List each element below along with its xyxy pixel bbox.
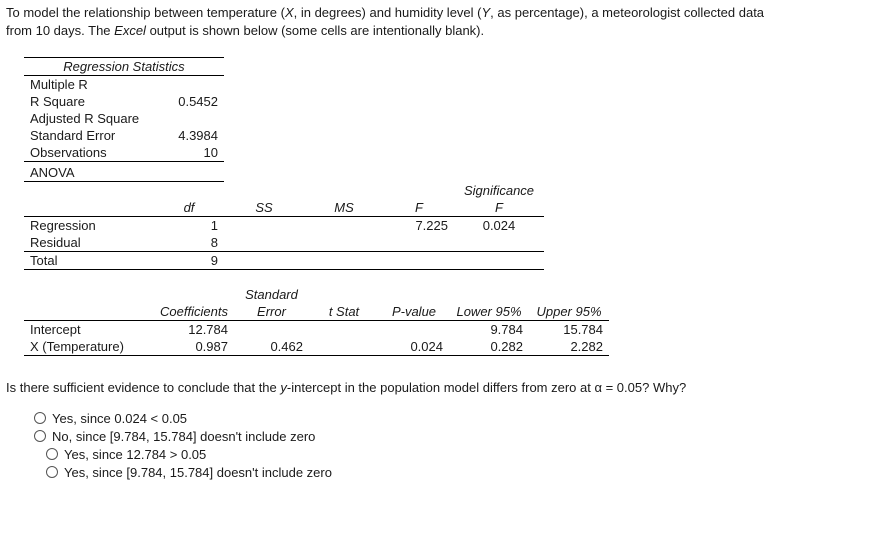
row-label: Residual [24,234,154,252]
col-header: Upper 95% [529,303,609,321]
col-header: Lower 95% [449,303,529,321]
cell: 12.784 [154,320,234,338]
table-row: Intercept 12.784 9.784 15.784 [24,320,609,338]
stat-value: 0.5452 [154,93,224,110]
col-header: F [384,199,454,217]
question-text: Is there sufficient evidence to conclude… [6,380,882,395]
table-row: Standard Error4.3984 [24,127,224,144]
row-label: X (Temperature) [24,338,154,356]
prompt-x: X [285,5,294,20]
cell [309,320,379,338]
anova-title: ANOVA [24,164,154,182]
prompt-text: , as percentage), a meteorologist collec… [490,5,764,20]
stats-title: Regression Statistics [24,58,224,76]
row-label: Total [24,251,154,269]
option-2[interactable]: No, since [9.784, 15.784] doesn't includ… [34,429,882,444]
cell [234,320,309,338]
table-row: X (Temperature) 0.987 0.462 0.024 0.282 … [24,338,609,356]
prompt-text: , in degrees) and humidity level ( [294,5,482,20]
answer-options: Yes, since 0.024 < 0.05 No, since [9.784… [6,411,882,480]
regression-statistics-table: Regression Statistics Multiple R R Squar… [24,57,224,162]
option-4[interactable]: Yes, since [9.784, 15.784] doesn't inclu… [46,465,882,480]
prompt-text: from 10 days. The [6,23,114,38]
option-label: No, since [9.784, 15.784] doesn't includ… [52,429,315,444]
prompt-text: output is shown below (some cells are in… [146,23,484,38]
col-header: F [454,199,544,217]
option-label: Yes, since [9.784, 15.784] doesn't inclu… [64,465,332,480]
cell: 0.282 [449,338,529,356]
cell: 0.024 [454,216,544,234]
col-header: P-value [379,303,449,321]
table-row: Total 9 [24,251,544,269]
option-3[interactable]: Yes, since 12.784 > 0.05 [46,447,882,462]
col-header: Standard [234,286,309,303]
cell: 0.462 [234,338,309,356]
cell [224,216,304,234]
col-header: SS [224,199,304,217]
col-header: MS [304,199,384,217]
table-header-row: df SS MS F F [24,199,544,217]
stat-label: Multiple R [24,76,154,94]
col-header: Error [234,303,309,321]
cell: 0.024 [379,338,449,356]
col-header: Significance [454,182,544,199]
col-header: Coefficients [154,303,234,321]
table-header-row: Significance [24,182,544,199]
prompt-text: To model the relationship between temper… [6,5,285,20]
prompt-y: Y [481,5,490,20]
cell: 0.987 [154,338,234,356]
col-header: df [154,199,224,217]
cell: 2.282 [529,338,609,356]
stat-value: 10 [154,144,224,162]
stat-label: Adjusted R Square [24,110,154,127]
stat-value [154,76,224,94]
radio-icon[interactable] [34,412,46,424]
cell: 9.784 [449,320,529,338]
radio-icon[interactable] [46,466,58,478]
radio-icon[interactable] [34,430,46,442]
stat-value: 4.3984 [154,127,224,144]
cell: 1 [154,216,224,234]
cell [309,338,379,356]
cell: 8 [154,234,224,252]
stat-label: Standard Error [24,127,154,144]
table-row: Multiple R [24,76,224,94]
table-row: Regression 1 7.225 0.024 [24,216,544,234]
table-row: Residual 8 [24,234,544,252]
cell: 7.225 [384,216,454,234]
table-row: R Square0.5452 [24,93,224,110]
problem-prompt: To model the relationship between temper… [6,4,882,39]
cell: 15.784 [529,320,609,338]
cell [379,320,449,338]
radio-icon[interactable] [46,448,58,460]
coefficients-table: Standard Coefficients Error t Stat P-val… [24,286,609,356]
cell [304,216,384,234]
stat-label: Observations [24,144,154,162]
table-row: Observations10 [24,144,224,162]
cell: 9 [154,251,224,269]
stat-value [154,110,224,127]
option-label: Yes, since 0.024 < 0.05 [52,411,187,426]
table-header-row: Coefficients Error t Stat P-value Lower … [24,303,609,321]
prompt-excel: Excel [114,23,146,38]
row-label: Intercept [24,320,154,338]
option-1[interactable]: Yes, since 0.024 < 0.05 [34,411,882,426]
row-label: Regression [24,216,154,234]
anova-table: ANOVA Significance df SS MS F F Regressi… [24,164,544,270]
col-header: t Stat [309,303,379,321]
table-row: Adjusted R Square [24,110,224,127]
option-label: Yes, since 12.784 > 0.05 [64,447,206,462]
stat-label: R Square [24,93,154,110]
table-header-row: Standard [24,286,609,303]
